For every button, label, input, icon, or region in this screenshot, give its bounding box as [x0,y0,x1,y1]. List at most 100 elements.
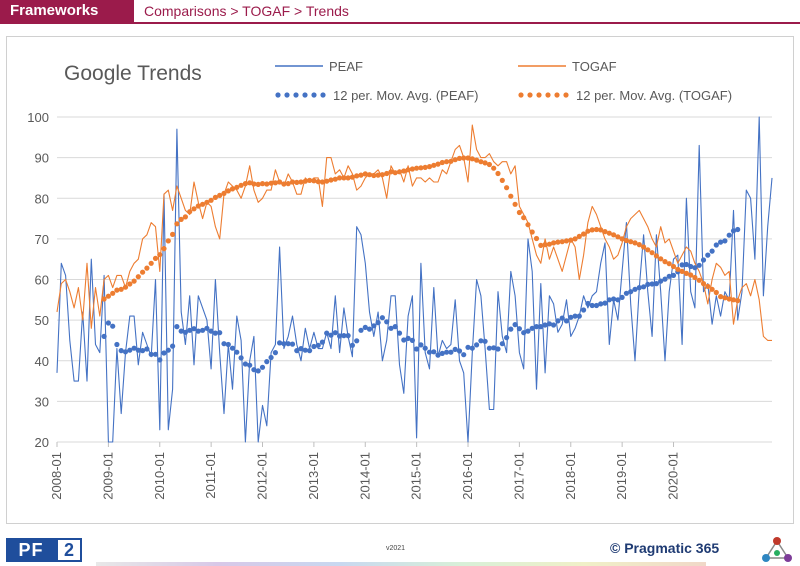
series-2-point [131,345,137,351]
series-2-point [204,325,210,331]
series-3-point [499,177,505,183]
series-2-point [234,349,240,355]
series-2-point [478,338,484,344]
series-3-point [255,181,261,187]
series-3-point [379,172,385,178]
series-3-point [542,242,548,248]
legend-togaf-avg-label: 12 per. Mov. Avg. (TOGAF) [576,87,733,103]
series-3-point [127,281,133,287]
series-2-point [319,339,325,345]
series-3-point [461,155,467,161]
series-2-point [615,297,621,303]
series-2-point [307,348,313,354]
legend-togaf: TOGAF [518,58,617,74]
series-3-point [563,238,570,244]
series-3-point [362,171,368,177]
series-2-point [623,290,630,296]
series-2-point [504,335,510,341]
series-2-point [409,337,415,343]
series-3-point [264,181,270,187]
series-3-point [182,214,188,220]
series-3-point [538,242,544,248]
series-2-point [161,350,167,356]
series-2-point [157,357,163,363]
series-2-point [114,341,120,348]
series-2-point [606,297,612,303]
series-3-point [238,182,244,188]
series-2-point [611,296,617,302]
footer-gradient-bar [96,562,706,566]
series-3-point [272,180,278,186]
series-2-point [486,345,492,351]
series-2-point [212,330,218,336]
series-3-point [568,237,574,243]
series-2-point [264,359,270,365]
series-2-point [371,323,377,329]
y-tick-label: 40 [35,354,49,369]
series-3-point [388,169,394,175]
series-2-point [542,322,548,328]
x-tick-label: 2012-01 [255,452,270,500]
series-2-point [345,333,351,339]
series-3-point [632,240,638,246]
x-tick-label: 2011-01 [203,452,218,499]
series-2-point [670,272,677,278]
series-3-point [533,235,540,242]
series-3-point [285,181,291,187]
series-3-point [110,290,116,296]
series-3-point [718,294,724,300]
series-2-point [281,341,287,347]
series-group [56,116,773,443]
series-2-point [396,330,403,336]
series-3-point [332,176,338,182]
breadcrumb[interactable]: Comparisons > TOGAF > Trends [144,3,349,19]
series-3-point [152,255,159,261]
series-3-point [315,179,321,185]
series-2-point [666,273,672,279]
series-2-point [191,326,197,332]
series-3-point [414,165,420,171]
series-2-point [538,324,544,330]
y-tick-label: 80 [35,191,49,206]
x-tick-label: 2014-01 [357,452,372,500]
series-3-point [101,296,107,302]
series-2-point [533,324,540,330]
series-3-point [688,272,694,278]
series-2-point [512,322,518,328]
series-3-point [401,168,407,174]
series-3-point [422,164,428,170]
series-3-point [384,170,390,177]
series-3-point [135,274,141,280]
series-3-point [504,185,510,191]
series-3-point [628,239,634,245]
brand-label: Frameworks [0,0,134,22]
series-2-point [379,315,385,321]
series-2-point [713,242,719,248]
legend-peaf-avg-swatch [275,92,326,98]
series-2-point [238,355,244,361]
series-3-point [585,228,591,234]
series-3-point [371,172,377,179]
series-3-point [170,231,176,237]
series-2-point [649,281,655,287]
version-label: v2021 [386,545,406,552]
series-3-point [700,281,707,287]
x-axis-ticks: 2008-01 2009-01 2010-01 2011-01 2012-01 2013-… [49,442,681,500]
y-tick-label: 100 [27,110,49,125]
x-tick-label: 2015-01 [409,452,424,500]
y-tick-label: 90 [35,151,49,166]
series-2-point [465,344,471,350]
series-3-point [277,179,283,185]
series-2-point [598,301,604,307]
series-3-point [354,173,360,179]
series-2-point [375,320,381,326]
series-3-point [653,253,660,259]
series-3-point [307,177,313,183]
series-2-point [726,232,732,238]
x-tick-label: 2009-01 [100,452,115,500]
series-2-point [439,350,445,356]
series-3-point [268,180,274,186]
series-3-point [118,286,124,292]
series-3-point [572,236,578,242]
series-2-point [384,319,390,325]
